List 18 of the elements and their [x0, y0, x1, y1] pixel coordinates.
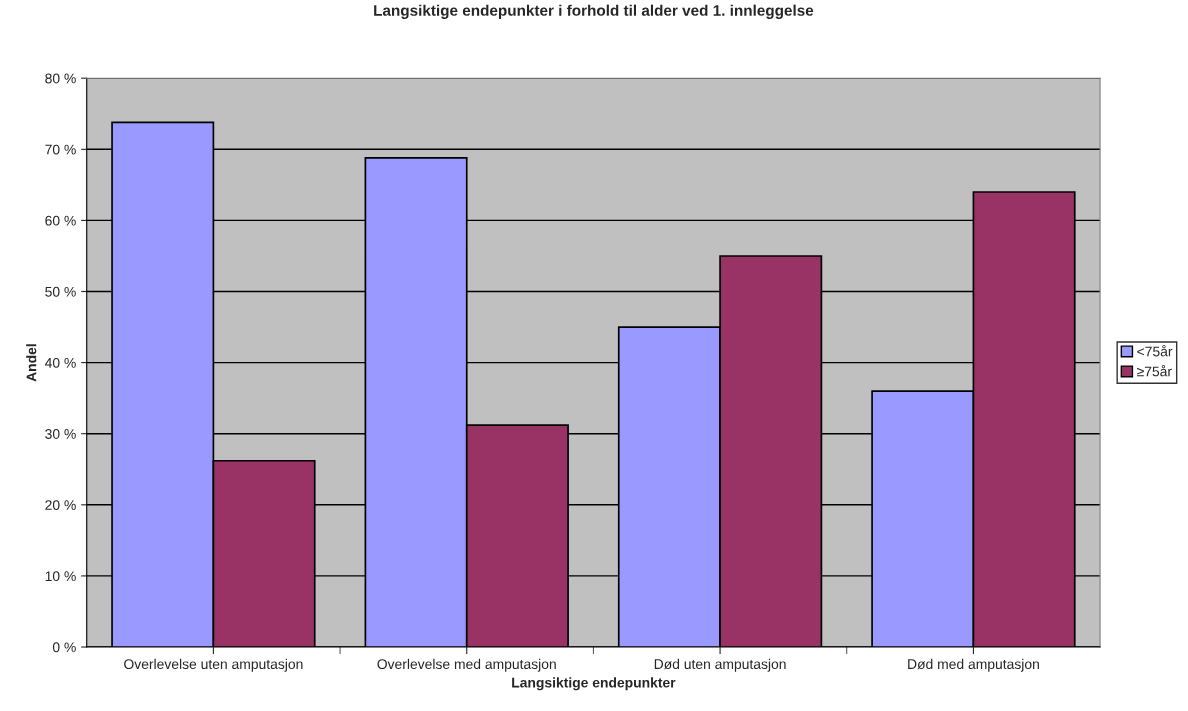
- x-tick-label: Død uten amputasjon: [654, 658, 786, 672]
- x-tick-label: Død med amputasjon: [908, 658, 1039, 672]
- y-tick-label: 30 %: [45, 429, 76, 439]
- y-tick-label: 20 %: [45, 500, 76, 510]
- y-tick-label: 10 %: [45, 571, 76, 582]
- y-tick-label: 70 %: [45, 144, 76, 155]
- legend-label: ≥75år: [1137, 365, 1172, 377]
- x-tick-label: Overlevelse uten amputasjon: [124, 658, 303, 672]
- y-tick-label: 60 %: [45, 215, 76, 226]
- chart-title: Langsiktige endepunkter i forhold til alder ved 1. innleggelse: [374, 4, 814, 19]
- y-tick-label: 80 %: [45, 73, 76, 84]
- y-tick-label: 50 %: [45, 286, 76, 297]
- y-axis-title: Andel: [26, 344, 37, 382]
- y-tick-label: 0 %: [52, 642, 76, 653]
- legend-label: <75år: [1137, 345, 1173, 357]
- x-axis-title: Langsiktige endepunkter: [512, 677, 676, 691]
- x-tick-label: Overlevelse med amputasjon: [377, 658, 556, 672]
- y-tick-label: 40 %: [44, 357, 76, 368]
